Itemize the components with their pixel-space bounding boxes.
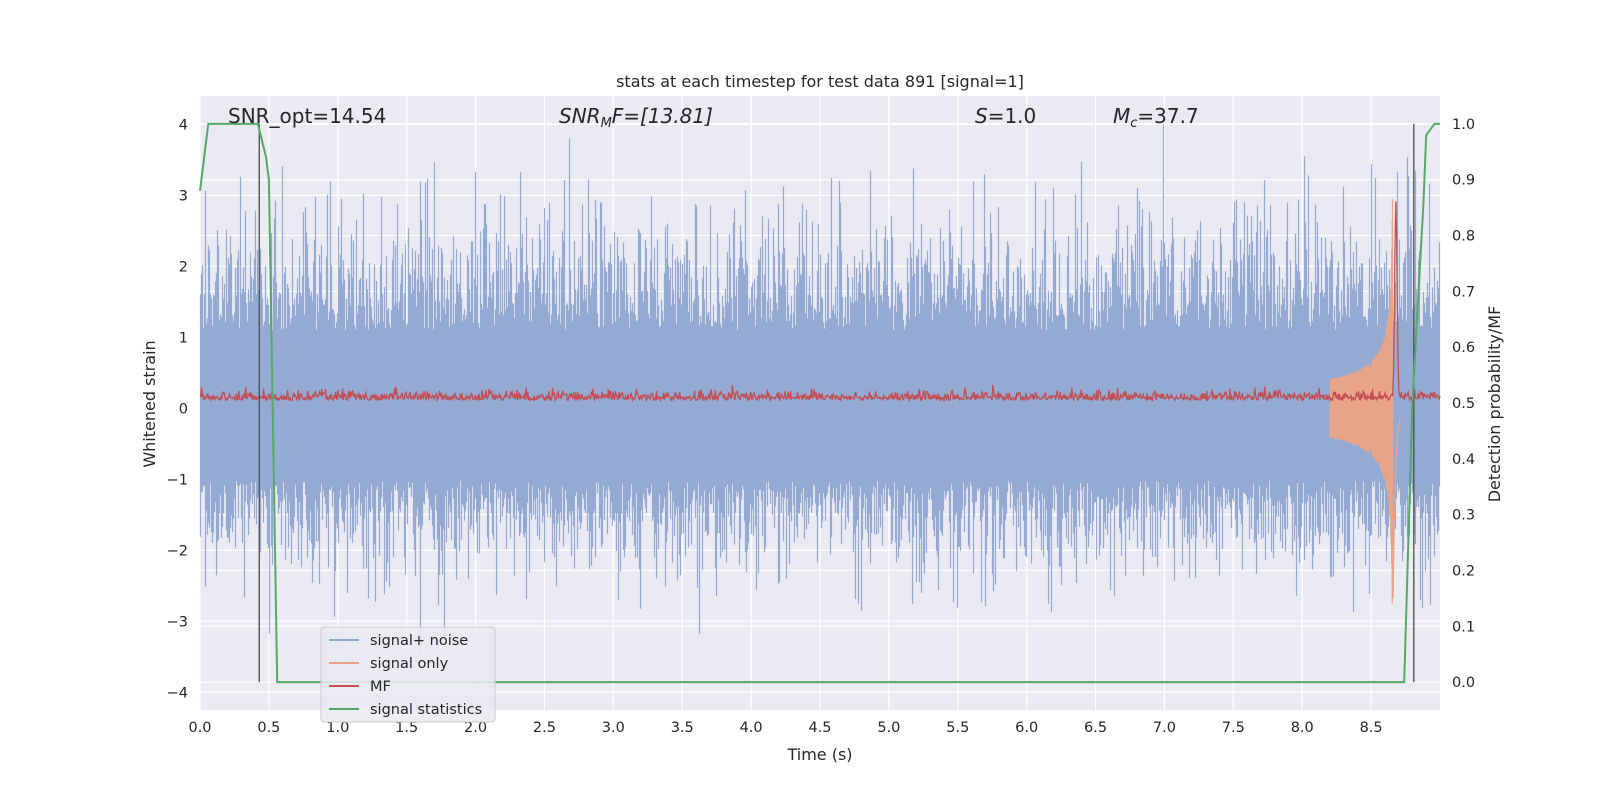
mc-annotation: Mc=37.7	[1113, 104, 1199, 131]
axis-ticks: 0.0 0.5 1.0 1.5 2.0 2.5 3.0 3.5 4.0 4.5 5.0 5.5 6.0 6…	[167, 117, 1475, 736]
y2-axis-label: Detection probability/MF	[1485, 306, 1504, 503]
y2-tick-label: 0.3	[1452, 508, 1475, 524]
y2-tick-label: 1.0	[1452, 117, 1475, 133]
x-tick-label: 1.5	[395, 720, 418, 736]
x-tick-label: 2.0	[464, 720, 487, 736]
x-tick-label: 6.5	[1084, 720, 1107, 736]
legend-label-mf: MF	[370, 679, 391, 695]
y-tick-label: 4	[179, 117, 188, 133]
x-tick-label: 7.5	[1222, 720, 1245, 736]
y2-tick-label: 0.5	[1452, 396, 1475, 412]
signal-noise-trace	[199, 124, 1441, 652]
x-tick-label: 5.0	[877, 720, 900, 736]
chart-title: stats at each timestep for test data 891…	[616, 72, 1024, 91]
x-tick-label: 7.0	[1153, 720, 1176, 736]
x-tick-label: 8.0	[1291, 720, 1314, 736]
legend-label-signal-only: signal only	[370, 656, 449, 672]
data-traces	[199, 122, 1441, 684]
signal-only-trace	[1329, 199, 1401, 604]
y-tick-label: −3	[167, 614, 188, 630]
y-tick-label: 1	[179, 330, 188, 346]
y-tick-label: −1	[167, 472, 188, 488]
s-annotation: S=1.0	[975, 104, 1036, 128]
legend: signal+ noise signal only MF signal stat…	[320, 626, 496, 723]
x-tick-label: 0.0	[188, 720, 211, 736]
y-axis-label: Whitened strain	[140, 340, 159, 467]
y2-tick-label: 0.9	[1452, 173, 1475, 189]
mf-trace	[199, 201, 1441, 403]
legend-box	[320, 626, 496, 723]
y2-tick-label: 0.8	[1452, 229, 1475, 245]
y2-tick-label: 0.7	[1452, 284, 1475, 300]
legend-label-signal-statistics: signal statistics	[370, 702, 482, 718]
y-tick-label: −4	[167, 685, 188, 701]
y2-tick-label: 0.0	[1452, 675, 1475, 691]
x-tick-label: 4.0	[740, 720, 763, 736]
snr-mf-annotation: SNRMF=[13.81]	[559, 104, 713, 131]
x-tick-label: 6.0	[1015, 720, 1038, 736]
legend-label-signal-noise: signal+ noise	[370, 633, 468, 649]
x-tick-label: 3.5	[671, 720, 694, 736]
x-tick-label: 8.5	[1360, 720, 1383, 736]
y2-tick-label: 0.2	[1452, 563, 1475, 579]
x-tick-label: 4.5	[808, 720, 831, 736]
y2-tick-label: 0.6	[1452, 340, 1475, 356]
snr-opt-annotation: SNR_opt=14.54	[228, 104, 386, 128]
y-tick-label: 0	[179, 401, 188, 417]
y-tick-label: −2	[167, 543, 188, 559]
y2-tick-label: 0.4	[1452, 452, 1475, 468]
signal-statistics-trace	[199, 122, 1440, 684]
y2-tick-label: 0.1	[1452, 619, 1475, 635]
x-tick-label: 1.0	[326, 720, 349, 736]
x-axis-label: Time (s)	[786, 745, 852, 764]
x-tick-label: 2.5	[533, 720, 556, 736]
y-tick-label: 3	[179, 188, 188, 204]
x-tick-label: 3.0	[602, 720, 625, 736]
y-tick-label: 2	[179, 259, 188, 275]
x-tick-label: 0.5	[257, 720, 280, 736]
x-tick-label: 5.5	[946, 720, 969, 736]
